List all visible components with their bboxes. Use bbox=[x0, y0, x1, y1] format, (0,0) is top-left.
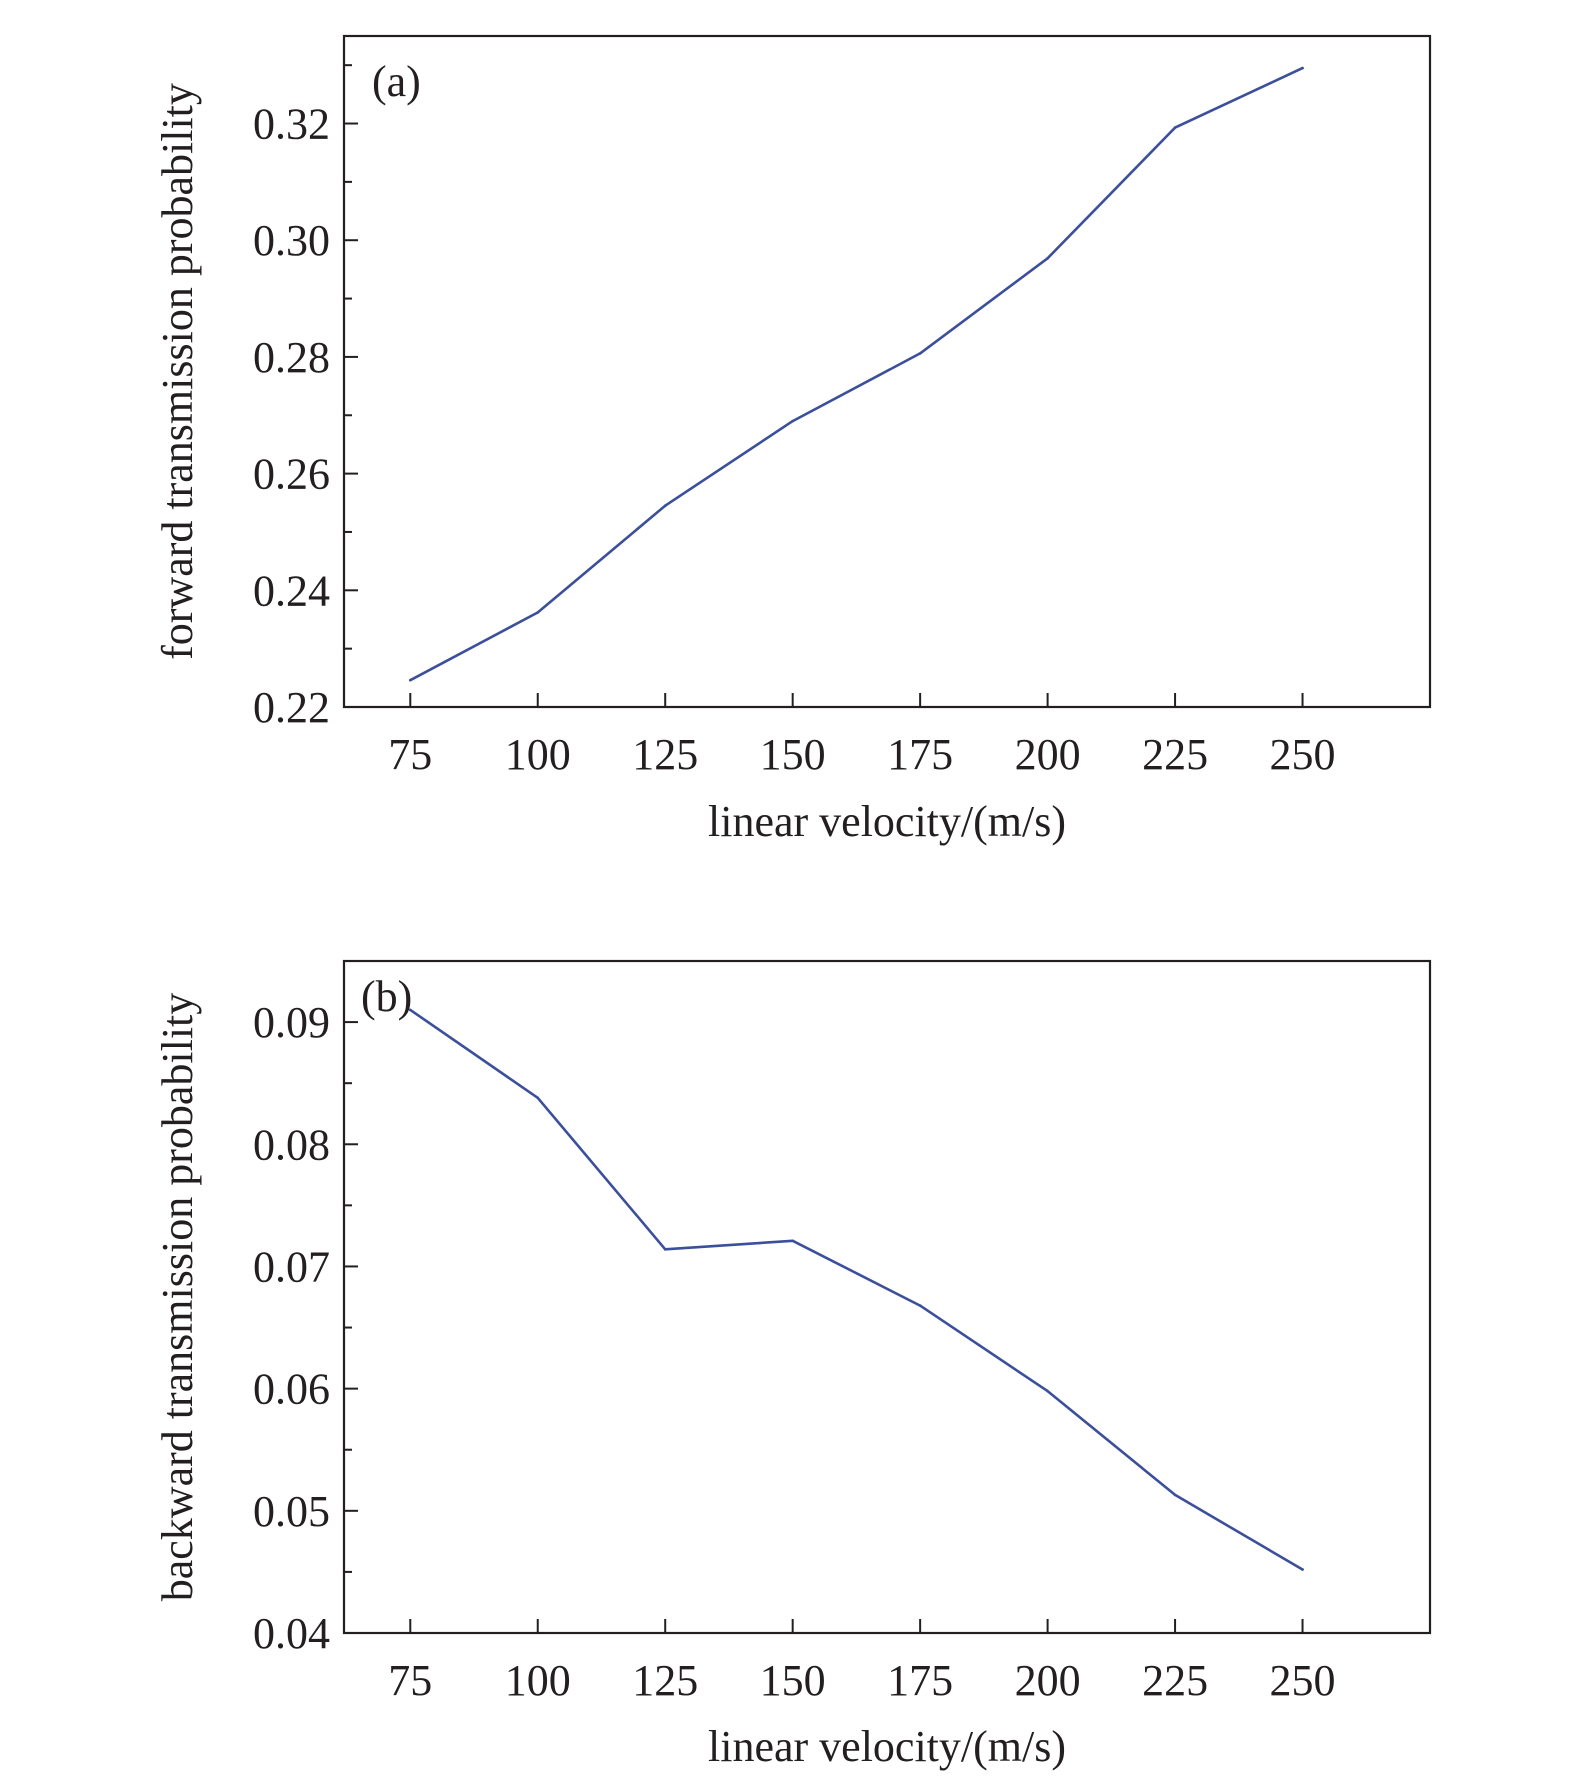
panel-b: 75 100 125 150 175 200 225 250 0.04 0.05 0.06 0.07 0… bbox=[153, 959, 1432, 1771]
data-point bbox=[1046, 1389, 1049, 1393]
data-point bbox=[791, 1239, 794, 1243]
x-tick-label: 250 bbox=[1270, 1656, 1336, 1705]
x-tick-label: 150 bbox=[760, 1656, 826, 1705]
y-tick-label: 0.24 bbox=[253, 566, 330, 615]
y-tick-label: 0.22 bbox=[253, 683, 330, 732]
panel-a: 75 100 125 150 175 200 225 250 0.22 0.24 0.26 0.28 0… bbox=[153, 34, 1432, 846]
x-tick-label: 100 bbox=[505, 1656, 571, 1705]
data-point bbox=[1301, 66, 1304, 70]
plot-frame bbox=[342, 959, 1432, 1635]
data-point bbox=[1046, 257, 1049, 260]
data-point bbox=[791, 419, 794, 423]
x-tick-label: 125 bbox=[632, 730, 698, 779]
panel-label: (b) bbox=[361, 972, 412, 1021]
data-point bbox=[536, 611, 540, 614]
x-tick-label: 150 bbox=[760, 730, 826, 779]
x-tick-label: 200 bbox=[1015, 730, 1081, 779]
data-point bbox=[1301, 1568, 1304, 1571]
x-tick-label: 250 bbox=[1270, 730, 1336, 779]
x-tick-label: 75 bbox=[388, 730, 432, 779]
y-axis-title: backward transmission probability bbox=[153, 993, 202, 1602]
x-axis-title: linear velocity/(m/s) bbox=[708, 1722, 1066, 1771]
y-tick-label: 0.08 bbox=[253, 1120, 330, 1169]
series-line bbox=[408, 66, 1304, 682]
plot-frame bbox=[342, 34, 1432, 709]
panel-label: (a) bbox=[372, 57, 421, 106]
data-point bbox=[918, 1304, 922, 1307]
data-point bbox=[536, 1096, 540, 1100]
y-tick-label: 0.09 bbox=[253, 998, 330, 1047]
data-point bbox=[1173, 1493, 1177, 1497]
y-tick-label: 0.28 bbox=[253, 333, 330, 382]
data-point bbox=[663, 504, 667, 508]
x-tick-label: 125 bbox=[632, 1656, 698, 1705]
y-tick-label: 0.04 bbox=[253, 1609, 330, 1658]
x-tick-label: 100 bbox=[505, 730, 571, 779]
y-tick-label: 0.07 bbox=[253, 1242, 330, 1291]
x-tick-label: 200 bbox=[1015, 1656, 1081, 1705]
data-point bbox=[663, 1248, 667, 1251]
data-point bbox=[918, 352, 922, 355]
y-tick-label: 0.26 bbox=[253, 450, 330, 499]
data-point bbox=[408, 1008, 412, 1012]
data-point bbox=[1173, 126, 1177, 129]
y-tick-label: 0.06 bbox=[253, 1365, 330, 1414]
x-tick-label: 75 bbox=[388, 1656, 432, 1705]
y-axis-title: forward transmission probability bbox=[153, 83, 202, 660]
x-tick-label: 175 bbox=[887, 1656, 953, 1705]
series-line bbox=[408, 1008, 1304, 1571]
x-tick-label: 225 bbox=[1142, 1656, 1208, 1705]
x-tick-label: 225 bbox=[1142, 730, 1208, 779]
data-point bbox=[408, 678, 412, 682]
y-tick-label: 0.32 bbox=[253, 100, 330, 149]
x-tick-label: 175 bbox=[887, 730, 953, 779]
y-tick-label: 0.30 bbox=[253, 216, 330, 265]
y-tick-label: 0.05 bbox=[253, 1487, 330, 1536]
x-axis-title: linear velocity/(m/s) bbox=[708, 797, 1066, 846]
